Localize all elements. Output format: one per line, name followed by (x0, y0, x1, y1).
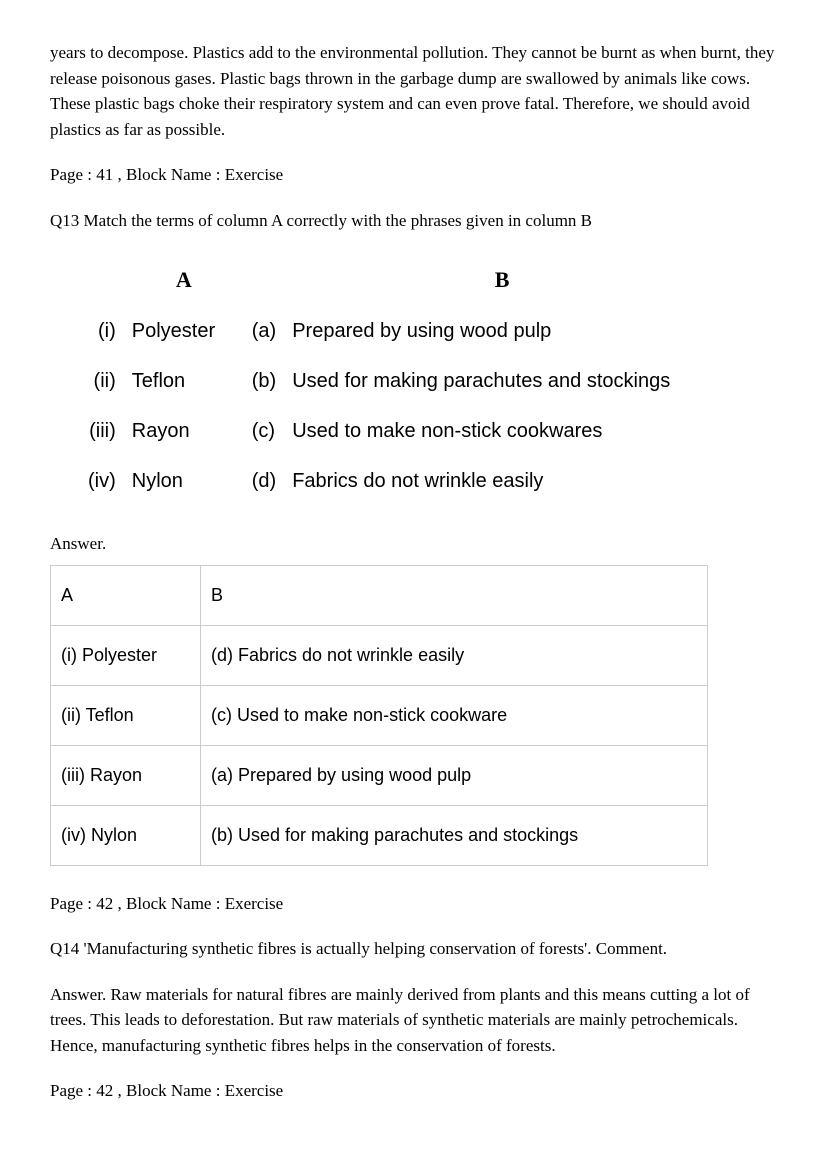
answer-cell-a: (i) Polyester (51, 625, 201, 685)
answer-header-a: A (51, 565, 201, 625)
page-reference-2: Page : 42 , Block Name : Exercise (50, 891, 776, 917)
answer-header-b: B (201, 565, 708, 625)
match-row: (i) Polyester (a) Prepared by using wood… (80, 306, 720, 356)
match-item: Teflon (124, 356, 244, 406)
match-option: (c) (244, 406, 284, 456)
match-item: Rayon (124, 406, 244, 456)
question-14: Q14 'Manufacturing synthetic fibres is a… (50, 936, 776, 962)
answer-row: (i) Polyester (d) Fabrics do not wrinkle… (51, 625, 708, 685)
match-row: (iii) Rayon (c) Used to make non-stick c… (80, 406, 720, 456)
match-row: (ii) Teflon (b) Used for making parachut… (80, 356, 720, 406)
match-header-a: A (124, 253, 244, 306)
page-reference-1: Page : 41 , Block Name : Exercise (50, 162, 776, 188)
answer-cell-a: (ii) Teflon (51, 685, 201, 745)
match-number: (iii) (80, 406, 124, 456)
answer-cell-b: (c) Used to make non-stick cookware (201, 685, 708, 745)
match-item: Nylon (124, 456, 244, 506)
match-description: Used for making parachutes and stockings (284, 356, 720, 406)
answer-cell-a: (iv) Nylon (51, 805, 201, 865)
match-description: Used to make non-stick cookwares (284, 406, 720, 456)
answer-header-row: A B (51, 565, 708, 625)
question-13: Q13 Match the terms of column A correctl… (50, 208, 776, 234)
answer-cell-b: (a) Prepared by using wood pulp (201, 745, 708, 805)
answer-cell-b: (d) Fabrics do not wrinkle easily (201, 625, 708, 685)
answer-cell-b: (b) Used for making parachutes and stock… (201, 805, 708, 865)
answer-row: (ii) Teflon (c) Used to make non-stick c… (51, 685, 708, 745)
match-row: (iv) Nylon (d) Fabrics do not wrinkle ea… (80, 456, 720, 506)
answer-cell-a: (iii) Rayon (51, 745, 201, 805)
question-14-answer: Answer. Raw materials for natural fibres… (50, 982, 776, 1059)
match-item: Polyester (124, 306, 244, 356)
match-description: Prepared by using wood pulp (284, 306, 720, 356)
match-number: (ii) (80, 356, 124, 406)
match-option: (d) (244, 456, 284, 506)
page-reference-3: Page : 42 , Block Name : Exercise (50, 1078, 776, 1104)
answer-label: Answer. (50, 531, 776, 557)
match-number: (iv) (80, 456, 124, 506)
match-header-b: B (284, 253, 720, 306)
match-number: (i) (80, 306, 124, 356)
match-option: (a) (244, 306, 284, 356)
intro-paragraph: years to decompose. Plastics add to the … (50, 40, 776, 142)
answer-row: (iv) Nylon (b) Used for making parachute… (51, 805, 708, 865)
answer-row: (iii) Rayon (a) Prepared by using wood p… (51, 745, 708, 805)
match-question-table: A B (i) Polyester (a) Prepared by using … (80, 253, 720, 506)
match-option: (b) (244, 356, 284, 406)
answer-table: A B (i) Polyester (d) Fabrics do not wri… (50, 565, 708, 866)
match-description: Fabrics do not wrinkle easily (284, 456, 720, 506)
